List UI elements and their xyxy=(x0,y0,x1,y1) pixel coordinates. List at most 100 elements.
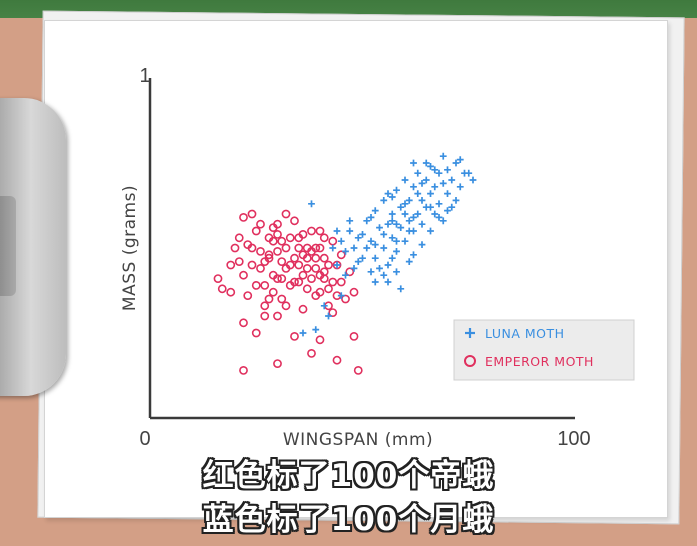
x-tick-label-max: 100 xyxy=(557,428,590,450)
luna-moth-point xyxy=(371,207,379,214)
luna-moth-point xyxy=(367,214,375,221)
luna-moth-point xyxy=(367,268,375,276)
emperor-moth-point xyxy=(281,209,291,219)
emperor-moth-point xyxy=(239,212,248,222)
luna-moth-point xyxy=(320,302,328,310)
luna-moth-point xyxy=(380,271,388,279)
emperor-moth-point xyxy=(239,365,248,375)
emperor-moth-point xyxy=(247,209,257,219)
luna-moth-point xyxy=(393,186,400,194)
luna-moth-point xyxy=(418,241,426,248)
luna-moth-point xyxy=(388,193,396,201)
emperor-moth-point xyxy=(319,267,329,277)
luna-moth-point xyxy=(422,159,430,167)
luna-moth-point xyxy=(342,271,349,279)
subtitle-line-1: 红色标了100个帝蛾 xyxy=(202,458,495,494)
luna-moth-point xyxy=(444,190,451,197)
luna-moth-point xyxy=(465,169,473,177)
emperor-moth-point xyxy=(298,270,308,280)
emperor-moth-point xyxy=(273,359,282,368)
luna-moth-point xyxy=(414,210,422,218)
legend-emperor-marker xyxy=(464,355,476,367)
emperor-moth-point xyxy=(328,277,338,287)
emperor-moth-point xyxy=(277,236,287,246)
luna-moth-point xyxy=(427,190,434,197)
luna-moth-point xyxy=(431,210,439,218)
emperor-moth-point xyxy=(281,301,291,311)
luna-moth-point xyxy=(384,278,392,286)
luna-moth-point xyxy=(456,183,464,191)
emperor-moth-point xyxy=(277,257,287,266)
emperor-moth-point xyxy=(311,263,321,273)
luna-moth-point xyxy=(371,241,379,248)
luna-moth-point xyxy=(410,183,417,191)
luna-moth-point xyxy=(354,234,362,242)
emperor-moth-point xyxy=(285,233,295,243)
emperor-moth-point xyxy=(307,348,316,358)
emperor-moth-point xyxy=(332,260,342,270)
luna-moth-point xyxy=(393,248,400,255)
luna-moth-point xyxy=(448,176,456,184)
luna-moth-point xyxy=(405,197,413,204)
emperor-moth-point xyxy=(311,253,321,263)
luna-moth-point xyxy=(333,227,341,235)
emperor-moth-point xyxy=(264,233,274,243)
luna-moth-point xyxy=(299,329,307,337)
luna-moth-point xyxy=(431,183,439,191)
emperor-moth-point xyxy=(281,263,291,273)
emperor-moth-point xyxy=(234,257,244,266)
luna-moth-point xyxy=(439,180,447,187)
emperor-moth-point xyxy=(268,270,278,280)
luna-moth-point xyxy=(384,220,392,228)
emperor-moth-point xyxy=(290,253,299,263)
emperor-moth-point xyxy=(217,284,227,294)
luna-moth-point xyxy=(397,203,405,211)
emperor-moth-point xyxy=(324,284,333,294)
luna-moth-point xyxy=(410,159,417,167)
luna-moth-point xyxy=(308,200,315,208)
luna-moth-point xyxy=(405,258,413,265)
luna-moth-point xyxy=(444,207,451,214)
luna-moth-point xyxy=(410,251,417,259)
luna-moth-point xyxy=(427,227,434,235)
emperor-moth-point xyxy=(302,284,312,294)
chart-axes xyxy=(148,78,575,420)
luna-moth-point xyxy=(401,176,409,184)
emperor-moth-point xyxy=(226,287,236,297)
emperor-moth-point xyxy=(268,287,278,297)
emperor-moth-point xyxy=(307,246,316,256)
emperor-moth-point xyxy=(302,263,312,273)
luna-moth-point xyxy=(401,200,409,208)
luna-moth-point xyxy=(418,197,426,204)
emperor-moth-point xyxy=(328,236,338,246)
emperor-moth-point xyxy=(243,291,253,300)
luna-moth-point xyxy=(337,237,345,245)
emperor-moth-point xyxy=(273,246,282,256)
luna-moth-point xyxy=(376,265,383,272)
luna-moth-point xyxy=(388,210,396,218)
luna-moth-point xyxy=(405,217,413,225)
emperor-moth-point xyxy=(256,219,265,229)
luna-moth-point xyxy=(393,237,400,245)
emperor-moth-point xyxy=(251,226,261,236)
luna-moth-point xyxy=(350,265,358,272)
luna-moth-point xyxy=(367,237,375,245)
emperor-moth-point xyxy=(307,226,316,236)
luna-moth-point xyxy=(346,217,354,225)
luna-moth-point xyxy=(414,169,422,177)
luna-moth-point xyxy=(359,231,366,238)
emperor-moth-point xyxy=(294,260,304,270)
luna-moth-point xyxy=(380,231,388,238)
emperor-moth-point xyxy=(260,301,270,311)
emperor-moth-point xyxy=(273,229,282,239)
legend-label-luna-moth: LUNA MOTH xyxy=(485,326,565,341)
emperor-moth-point xyxy=(353,365,363,375)
luna-moth-point xyxy=(342,248,349,255)
luna-moth-point xyxy=(418,220,426,228)
luna-moth-point xyxy=(405,227,413,235)
emperor-moth-point xyxy=(298,229,308,239)
emperor-moth-point xyxy=(315,335,325,345)
emperor-moth-point xyxy=(239,318,248,328)
luna-moth-point xyxy=(393,268,400,276)
